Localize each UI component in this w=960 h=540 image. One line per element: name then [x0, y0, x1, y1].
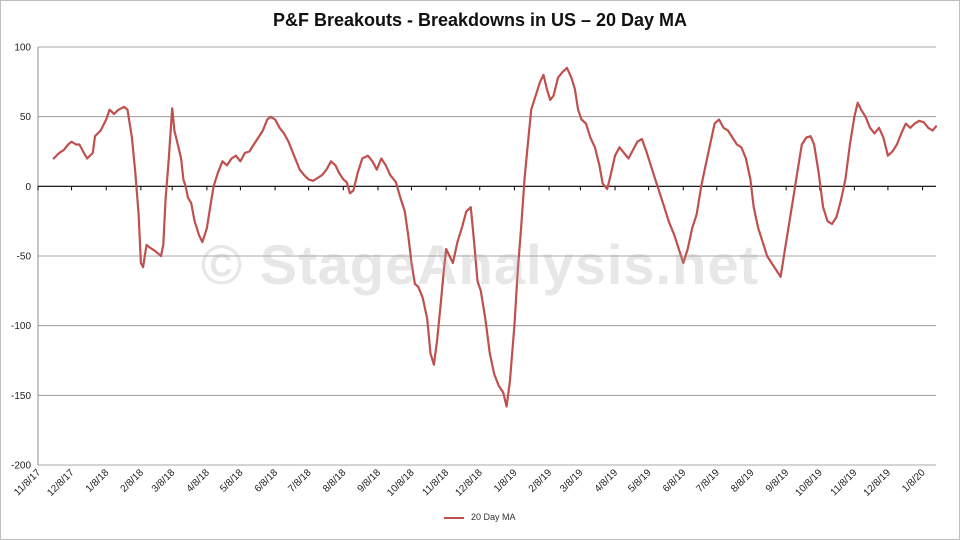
x-tick-label: 7/8/18 — [286, 467, 314, 495]
x-tick-label: 1/8/19 — [492, 467, 520, 495]
x-tick-label: 8/8/19 — [729, 467, 757, 495]
chart-title: P&F Breakouts - Breakdowns in US – 20 Da… — [272, 10, 688, 30]
y-tick-label: 0 — [25, 182, 31, 193]
legend: 20 Day MA — [0, 512, 960, 522]
x-tick-label: 11/8/18 — [420, 467, 451, 498]
x-tick-label: 11/8/19 — [829, 467, 860, 498]
x-tick-label: 12/8/19 — [862, 467, 894, 499]
x-tick-label: 2/8/18 — [119, 467, 147, 495]
y-tick-label: -100 — [11, 321, 31, 332]
axes — [37, 47, 936, 465]
y-tick-labels: 100 50 0 -50 -100 -150 -200 — [11, 43, 31, 472]
y-tick-label: -150 — [11, 391, 31, 402]
series-lines — [52, 66, 938, 408]
y-tick-label: -50 — [17, 252, 32, 263]
x-tick-label: 10/8/18 — [385, 467, 417, 499]
x-tick-label: 8/8/18 — [321, 467, 349, 495]
x-tick-label: 12/8/18 — [453, 467, 485, 499]
x-tick-labels: 11/8/17 12/8/17 1/8/18 2/8/18 3/8/18 4/8/18 5/… — [12, 467, 928, 499]
x-tick-label: 6/8/19 — [661, 467, 689, 495]
x-tick-label: 1/8/18 — [84, 467, 112, 495]
x-tick-label: 12/8/17 — [45, 467, 77, 499]
x-tick-label: 6/8/18 — [253, 467, 281, 495]
gridlines — [38, 46, 936, 466]
y-tick-label: -200 — [11, 461, 31, 472]
legend-label: 20 Day MA — [470, 512, 516, 522]
legend-swatch — [444, 516, 465, 519]
x-tick-label: 10/8/19 — [793, 467, 825, 499]
x-tick-label: 5/8/18 — [218, 467, 246, 495]
x-tick-label: 3/8/19 — [558, 467, 586, 495]
x-tick-label: 5/8/19 — [626, 467, 654, 495]
x-tick-label: 7/8/19 — [694, 467, 722, 495]
y-tick-label: 50 — [20, 112, 32, 123]
x-tick-label: 9/8/19 — [764, 467, 792, 495]
y-tick-label: 100 — [14, 43, 31, 54]
x-tick-label: 3/8/18 — [150, 467, 178, 495]
x-tick-label: 1/8/20 — [900, 467, 928, 495]
x-tick-label: 9/8/18 — [356, 467, 384, 495]
series-line-20-day-ma — [52, 66, 938, 408]
x-tick-label: 11/8/17 — [12, 467, 43, 498]
x-tick-label: 2/8/19 — [527, 467, 555, 495]
x-tick-label: 4/8/18 — [185, 467, 213, 495]
x-tick-label: 4/8/19 — [593, 467, 621, 495]
